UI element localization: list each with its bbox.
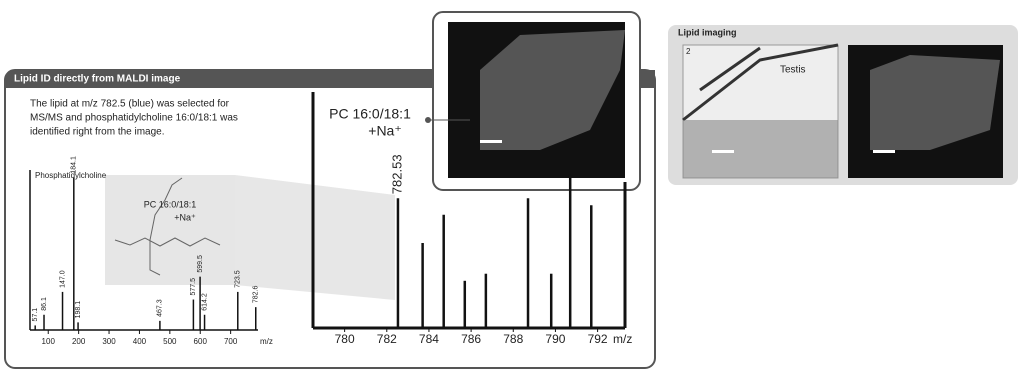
scale-bar [712,150,734,153]
x-tick-label: 300 [102,337,116,346]
image-number: 2 [686,47,691,56]
peak-label: 57.1 [32,308,39,322]
peak-label: 198.1 [75,301,82,319]
structure-image [105,175,235,285]
peak-label: 184.1 [71,156,78,174]
scale-bar [480,140,502,143]
peak-label: 577.5 [190,278,197,296]
x-tick-label: 784 [419,332,439,346]
x-tick-label: 780 [335,332,355,346]
peak-label: 782.53 [389,154,404,194]
tissue-section [870,55,1000,150]
x-tick-label: 100 [42,337,56,346]
peak-label: 599.5 [197,255,204,273]
x-tick-label: 500 [163,337,177,346]
panel-title: Lipid ID directly from MALDI image [14,74,181,85]
annotation: PC 16:0/18:1 [329,106,411,122]
tissue-boundary [682,43,839,122]
structure-drawing [114,177,221,276]
peak-label: 147.0 [59,270,66,288]
x-tick-label: 600 [194,337,208,346]
x-tick-label: 400 [133,337,147,346]
x-tick-label: 200 [72,337,86,346]
x-tick-label: 700 [224,337,238,346]
tubules [683,120,838,178]
x-tick-label: 790 [545,332,565,346]
annotation: +Na⁺ [174,212,196,222]
callout-dot [425,117,431,123]
x-axis-label: m/z [613,332,632,346]
tissue-section [480,30,625,150]
scale-bar [873,150,895,153]
peak-label: 86.1 [41,297,48,311]
description-line: MS/MS and phosphatidylcholine 16:0/18:1 … [30,113,238,124]
annotation: +Na⁺ [368,123,401,139]
description-line: identified right from the image. [30,127,165,138]
peak-label: 723.5 [235,270,242,288]
x-tick-label: 788 [503,332,523,346]
tissue-label: Testis [780,65,806,76]
annotation: PC 16:0/18:1 [144,199,197,209]
x-tick-label: 792 [588,332,608,346]
chart-title: Phosphatidylcholine [35,171,107,180]
peak-label: 782.6 [253,286,260,304]
x-tick-label: 782 [377,332,397,346]
peak-label: 467.3 [157,299,164,317]
x-tick-label: 786 [461,332,481,346]
x-axis-label: m/z [260,337,273,346]
imaging-title: Lipid imaging [678,27,737,37]
peak-label: 614.2 [201,293,208,311]
description-line: The lipid at m/z 782.5 (blue) was select… [30,99,230,110]
zoom-wedge [235,175,395,300]
